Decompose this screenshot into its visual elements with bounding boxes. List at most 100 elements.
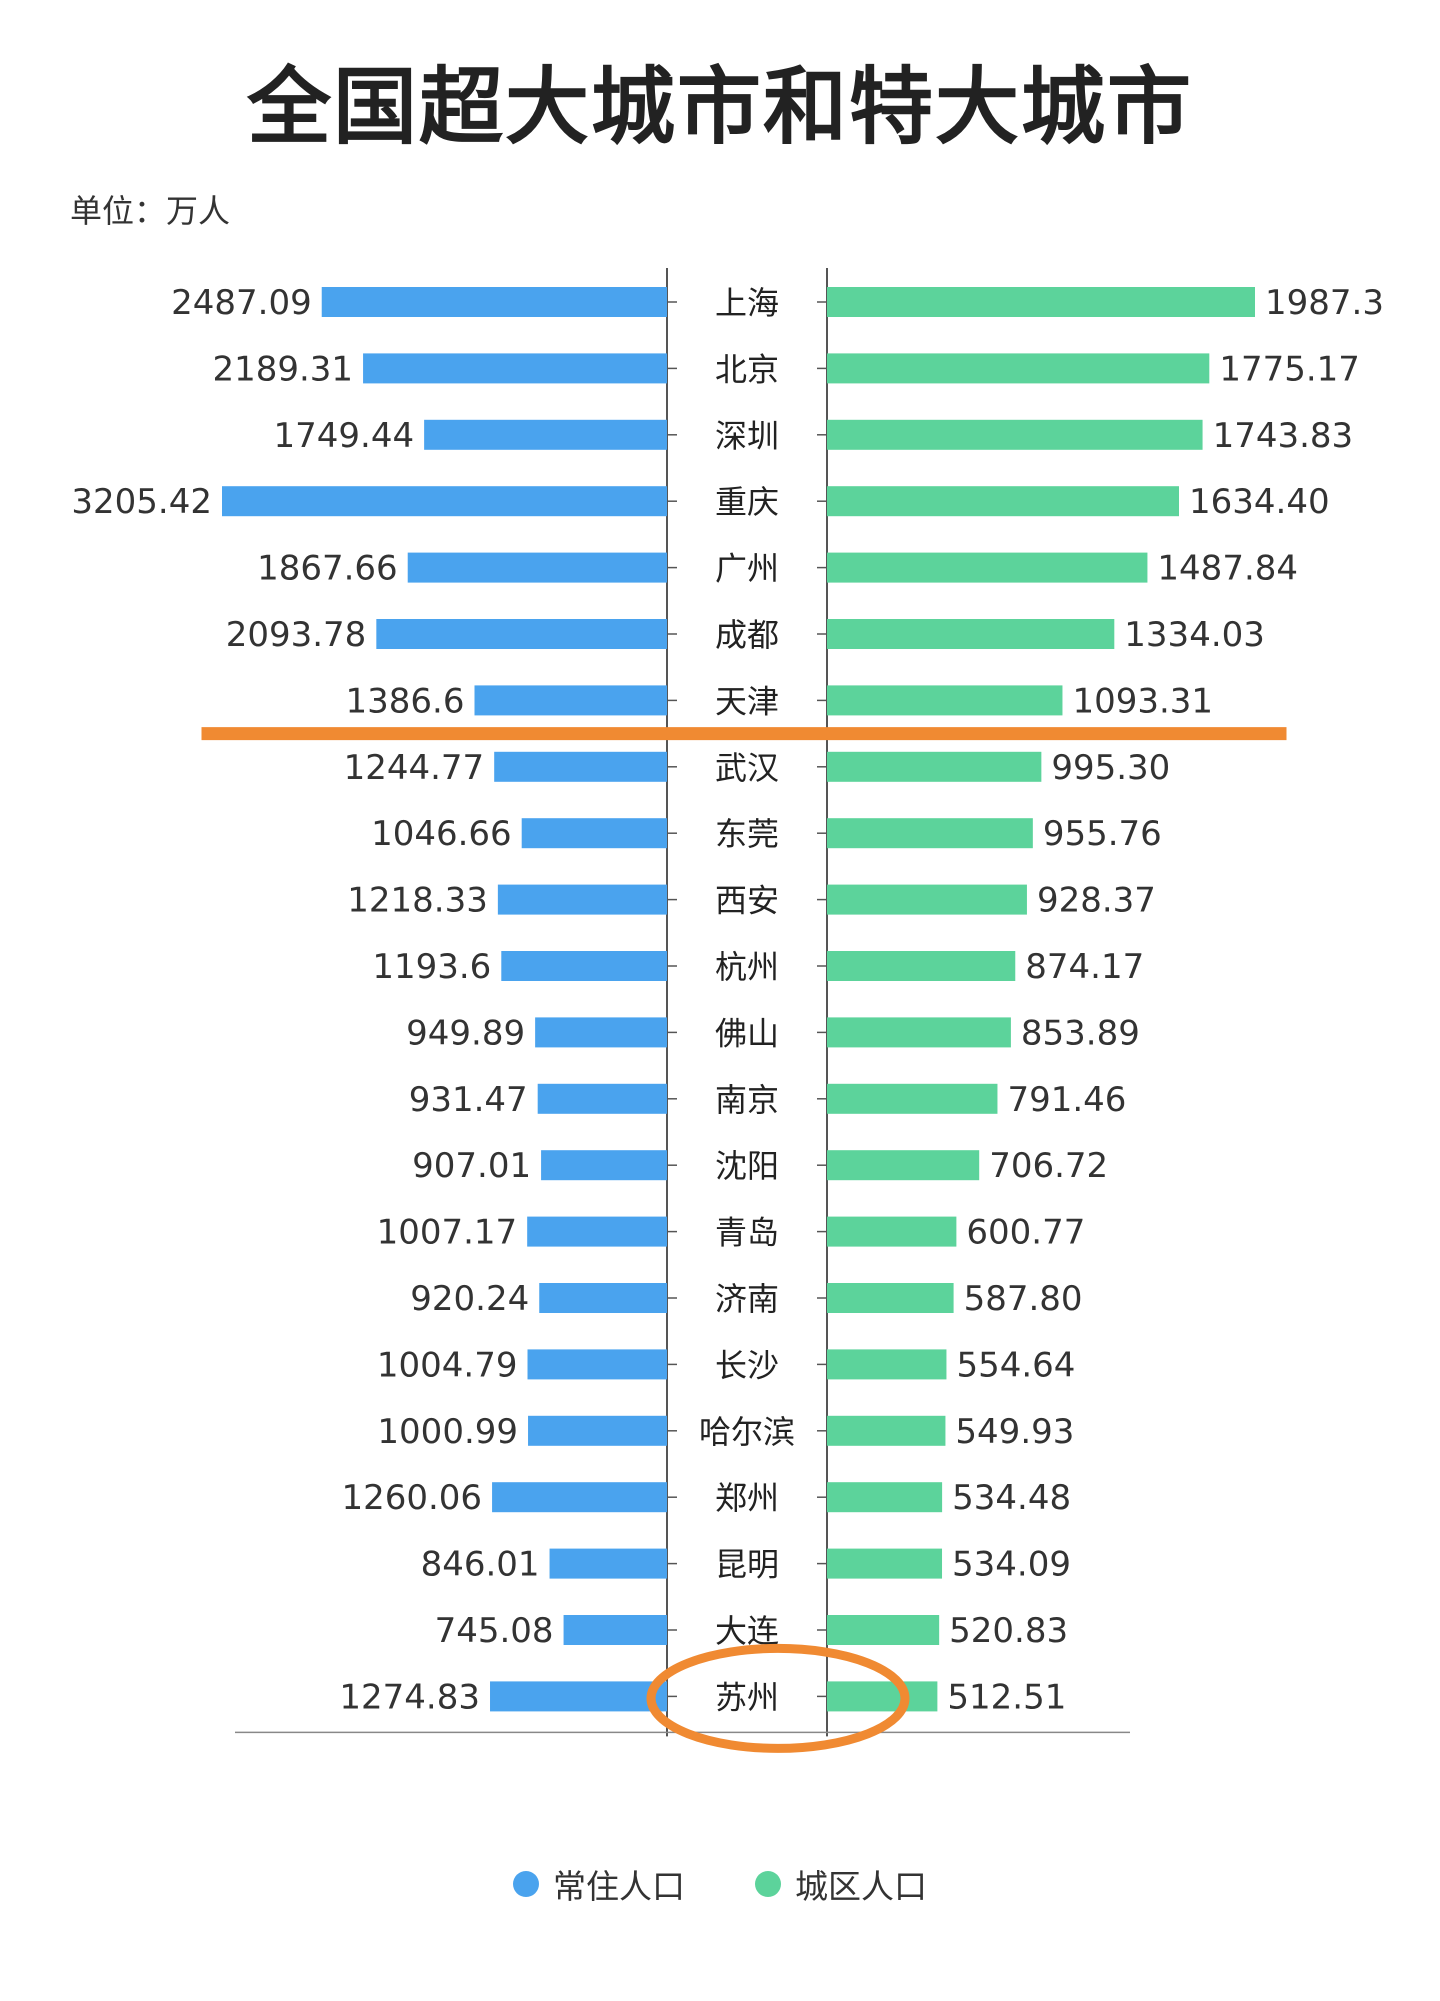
legend-item-urban[interactable]: 城区人口 <box>755 1860 927 1908</box>
bar-resident-18 <box>492 1482 667 1513</box>
bar-resident-5 <box>376 619 667 649</box>
category-label-3: 重庆 <box>715 483 779 521</box>
category-label-2: 深圳 <box>715 417 779 455</box>
bar-resident-2 <box>424 419 667 450</box>
highlight-ellipse-suzhou <box>646 1643 910 1753</box>
value-label-urban-1: 1775.17 <box>1219 349 1360 389</box>
value-label-resident-20: 745.08 <box>435 1611 554 1651</box>
bar-urban-9 <box>827 884 1027 915</box>
bar-resident-12 <box>537 1083 667 1114</box>
category-label-19: 昆明 <box>715 1546 779 1584</box>
category-label-9: 西安 <box>715 882 779 920</box>
value-label-resident-8: 1046.66 <box>371 814 512 854</box>
legend-label-urban: 城区人口 <box>795 1867 927 1906</box>
category-label-13: 沈阳 <box>715 1147 779 1185</box>
bar-urban-5 <box>827 619 1115 649</box>
value-label-urban-18: 534.48 <box>952 1478 1071 1518</box>
category-label-6: 天津 <box>715 682 779 720</box>
category-label-5: 成都 <box>715 616 779 654</box>
value-label-resident-11: 949.89 <box>406 1013 525 1053</box>
value-label-urban-4: 1487.84 <box>1157 549 1298 589</box>
bar-resident-8 <box>521 818 667 849</box>
bar-urban-3 <box>827 486 1179 517</box>
value-label-resident-6: 1386.6 <box>346 681 465 721</box>
bar-urban-17 <box>827 1415 946 1446</box>
bar-urban-18 <box>827 1482 943 1513</box>
legend-label-resident: 常住人口 <box>553 1867 685 1906</box>
bar-resident-20 <box>563 1615 667 1645</box>
category-label-20: 大连 <box>715 1612 779 1650</box>
unit-label: 单位：万人 <box>70 192 231 230</box>
bar-resident-0 <box>321 287 667 317</box>
value-label-urban-6: 1093.31 <box>1072 681 1213 721</box>
bar-resident-7 <box>494 751 667 782</box>
legend: 常住人口 城区人口 <box>0 1860 1440 1908</box>
value-label-urban-16: 554.64 <box>956 1345 1075 1385</box>
bar-resident-21 <box>490 1681 667 1712</box>
bar-resident-15 <box>539 1283 667 1313</box>
category-label-0: 上海 <box>715 284 779 322</box>
bar-urban-14 <box>827 1216 957 1247</box>
category-label-14: 青岛 <box>715 1214 779 1252</box>
bar-urban-1 <box>827 353 1210 384</box>
bar-resident-16 <box>527 1349 667 1380</box>
value-label-resident-3: 3205.42 <box>71 482 212 522</box>
bar-urban-0 <box>827 287 1255 317</box>
value-label-resident-16: 1004.79 <box>377 1345 518 1385</box>
bar-urban-10 <box>827 951 1016 981</box>
legend-swatch-resident <box>513 1871 539 1897</box>
value-label-resident-10: 1193.6 <box>372 947 491 987</box>
category-label-11: 佛山 <box>715 1014 779 1052</box>
value-label-urban-5: 1334.03 <box>1124 615 1265 655</box>
value-label-resident-15: 920.24 <box>410 1279 529 1319</box>
bar-urban-21 <box>827 1681 938 1712</box>
category-label-8: 东莞 <box>715 815 779 853</box>
bar-urban-2 <box>827 419 1203 450</box>
value-label-urban-12: 791.46 <box>1007 1080 1126 1120</box>
value-label-urban-8: 955.76 <box>1043 814 1162 854</box>
bar-urban-15 <box>827 1283 954 1313</box>
value-label-urban-19: 534.09 <box>952 1545 1071 1585</box>
bar-urban-8 <box>827 818 1033 849</box>
bar-resident-19 <box>549 1548 667 1579</box>
value-label-resident-9: 1218.33 <box>347 881 488 921</box>
bar-urban-19 <box>827 1548 943 1579</box>
value-label-resident-13: 907.01 <box>412 1146 531 1186</box>
category-label-12: 南京 <box>715 1081 779 1119</box>
bar-urban-13 <box>827 1150 980 1181</box>
bar-urban-6 <box>827 685 1063 716</box>
category-label-21: 苏州 <box>715 1678 779 1716</box>
value-label-resident-12: 931.47 <box>409 1080 528 1120</box>
bar-resident-6 <box>474 685 667 716</box>
value-label-urban-15: 587.80 <box>964 1279 1083 1319</box>
value-label-resident-4: 1867.66 <box>257 549 398 589</box>
bar-resident-10 <box>501 951 667 981</box>
value-label-urban-0: 1987.3 <box>1265 283 1384 323</box>
bar-resident-14 <box>527 1216 667 1247</box>
value-label-resident-19: 846.01 <box>421 1545 540 1585</box>
bar-urban-7 <box>827 751 1042 782</box>
value-label-resident-17: 1000.99 <box>377 1412 518 1452</box>
value-label-urban-21: 512.51 <box>947 1677 1066 1717</box>
chart-title: 全国超大城市和特大城市 <box>246 58 1193 156</box>
bar-resident-4 <box>407 552 667 583</box>
legend-item-resident[interactable]: 常住人口 <box>513 1860 685 1908</box>
bar-resident-11 <box>535 1017 667 1048</box>
bar-resident-17 <box>528 1415 667 1446</box>
value-label-resident-5: 2093.78 <box>226 615 367 655</box>
category-label-7: 武汉 <box>715 749 779 787</box>
category-label-18: 郑州 <box>715 1479 779 1517</box>
bar-resident-3 <box>222 486 667 517</box>
category-label-1: 北京 <box>715 350 779 388</box>
bar-urban-4 <box>827 552 1148 583</box>
value-label-resident-0: 2487.09 <box>171 283 312 323</box>
bar-resident-13 <box>541 1150 667 1181</box>
category-label-15: 济南 <box>715 1280 779 1318</box>
value-label-resident-1: 2189.31 <box>212 349 353 389</box>
value-label-urban-2: 1743.83 <box>1213 416 1354 456</box>
legend-swatch-urban <box>755 1871 781 1897</box>
bar-urban-20 <box>827 1615 940 1645</box>
value-label-resident-18: 1260.06 <box>341 1478 482 1518</box>
category-label-17: 哈尔滨 <box>699 1413 795 1451</box>
value-label-urban-7: 995.30 <box>1051 748 1170 788</box>
